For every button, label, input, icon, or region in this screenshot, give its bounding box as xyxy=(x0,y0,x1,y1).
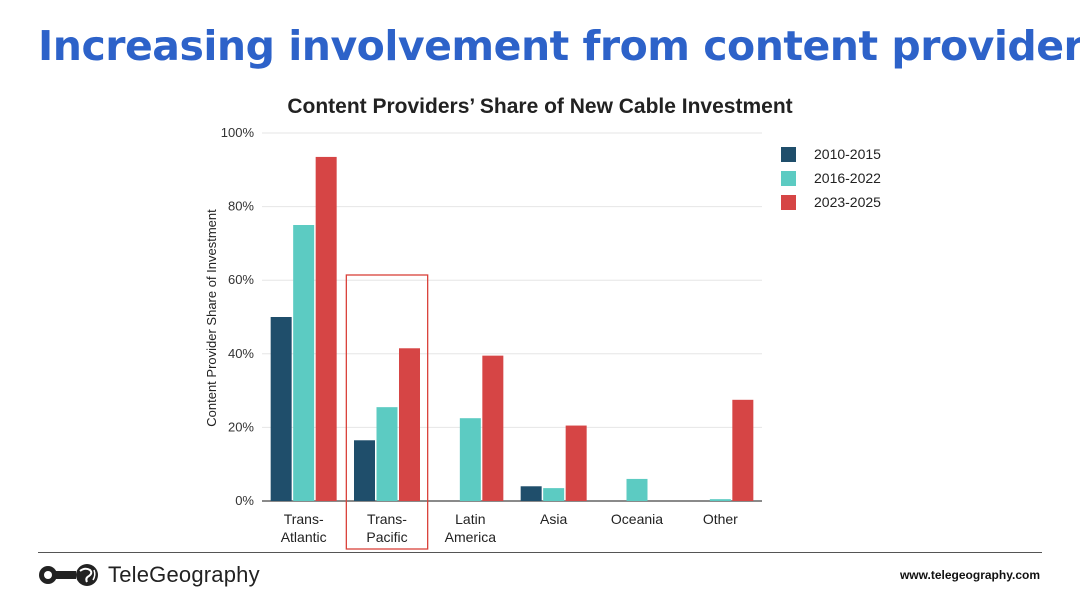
bar xyxy=(270,317,292,501)
footer-divider xyxy=(38,552,1042,553)
bar xyxy=(293,225,315,501)
legend: 2010-2015 2016-2022 2023-2025 xyxy=(781,146,881,210)
y-tick-label: 40% xyxy=(228,346,254,361)
legend-swatch xyxy=(781,171,796,186)
legend-label: 2016-2022 xyxy=(814,170,881,186)
chart-title: Content Providers’ Share of New Cable In… xyxy=(287,95,792,118)
cable-globe-icon xyxy=(39,564,98,586)
category-label: Trans- xyxy=(367,511,407,527)
category-label: Asia xyxy=(540,511,567,527)
y-axis-title: Content Provider Share of Investment xyxy=(204,209,219,427)
bar xyxy=(482,355,504,501)
category-label: America xyxy=(445,529,497,545)
legend-label: 2023-2025 xyxy=(814,194,881,210)
bar xyxy=(354,440,375,501)
bar xyxy=(399,348,420,501)
legend-label: 2010-2015 xyxy=(814,146,881,162)
telegeography-logo: TeleGeography xyxy=(38,562,260,588)
y-tick-label: 60% xyxy=(228,272,254,287)
y-tick-label: 0% xyxy=(235,493,254,508)
slide-title: Increasing involvement from content prov… xyxy=(38,22,1080,70)
bars xyxy=(270,156,754,550)
category-label: Other xyxy=(703,511,738,527)
category-label: Pacific xyxy=(366,529,407,545)
bar xyxy=(626,478,648,501)
bar xyxy=(565,425,587,501)
bar xyxy=(543,488,565,501)
logo-text: TeleGeography xyxy=(108,562,260,587)
grid: 0% 20% 40% 60% 80% 100% xyxy=(221,125,762,508)
bar xyxy=(520,486,542,501)
category-label: Latin xyxy=(455,511,485,527)
bar xyxy=(732,399,754,501)
legend-swatch xyxy=(781,195,796,210)
highlight-box xyxy=(345,274,429,550)
bar xyxy=(376,407,398,501)
website-url: www.telegeography.com xyxy=(899,568,1040,582)
category-labels: Trans- Atlantic Trans- Pacific Latin America A… xyxy=(281,511,738,545)
y-tick-label: 100% xyxy=(221,125,255,140)
bar xyxy=(709,499,731,501)
bar xyxy=(459,418,481,501)
category-label: Trans- xyxy=(284,511,324,527)
bar xyxy=(315,156,337,502)
category-label: Oceania xyxy=(611,511,663,527)
legend-swatch xyxy=(781,147,796,162)
y-tick-label: 80% xyxy=(228,199,254,214)
y-tick-label: 20% xyxy=(228,419,254,434)
category-label: Atlantic xyxy=(281,529,327,545)
